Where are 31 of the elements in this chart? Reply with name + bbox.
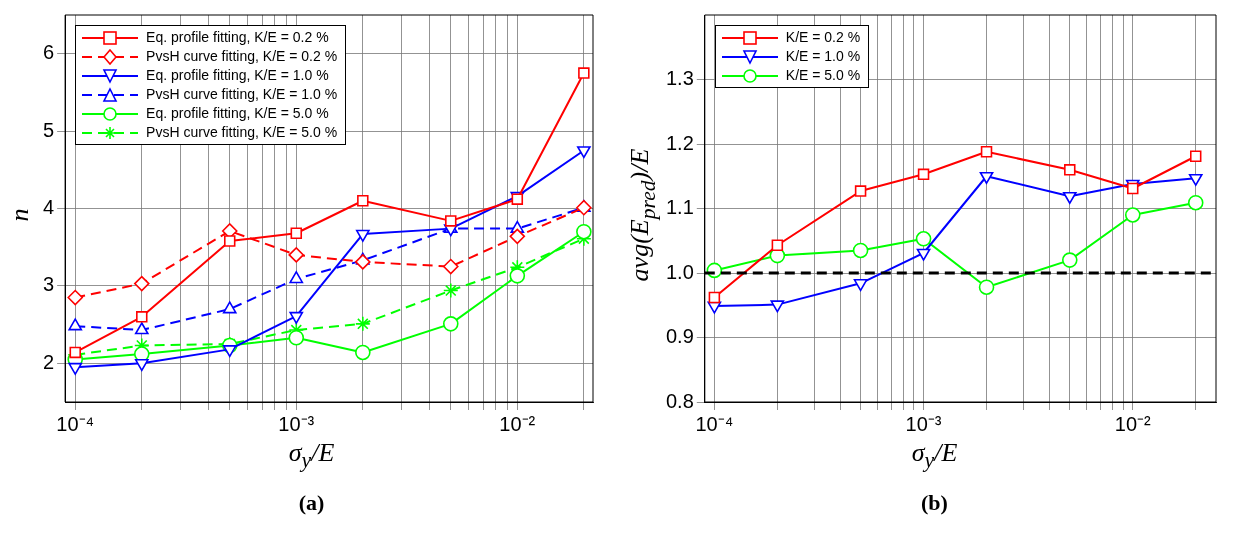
legend-label: Eq. profile fitting, K/E = 1.0 % (146, 66, 329, 85)
y-tick-label: 5 (43, 118, 55, 141)
text: (a) (297, 490, 326, 516)
y-axis-title: n (5, 208, 35, 222)
y-tick-label: 1.0 (665, 260, 694, 283)
y-tick-label: 0.8 (665, 389, 694, 412)
legend-label: K/E = 5.0 % (785, 66, 861, 85)
legend-label: K/E = 0.2 % (785, 28, 861, 47)
y-tick-label: 2 (43, 350, 55, 373)
y-tick-label: 1.3 (665, 67, 694, 90)
x-tick-label: 10⁻³ (278, 412, 315, 435)
legend-label: PvsH curve fitting, K/E = 5.0 % (146, 123, 338, 142)
x-tick-label: 10⁻⁴ (56, 412, 95, 435)
y-tick-label: 0.9 (665, 325, 694, 348)
x-tick-label: 10⁻² (1114, 412, 1152, 435)
x-axis-title: σ$_{y}$/E (287, 438, 336, 474)
y-tick-label: 1.2 (665, 131, 694, 154)
legend-label: Eq. profile fitting, K/E = 5.0 % (146, 104, 329, 123)
x-tick-label: 10⁻⁴ (695, 412, 734, 435)
y-tick-label: 6 (43, 41, 55, 64)
y-tick-label: 1.1 (665, 196, 694, 219)
legend-label: K/E = 1.0 % (785, 47, 861, 66)
x-axis-title: σ$_{y}$/E (910, 438, 959, 474)
text: (b) (920, 490, 949, 516)
x-tick-label: 10⁻³ (905, 412, 942, 435)
y-tick-label: 4 (43, 196, 55, 219)
legend-label: PvsH curve fitting, K/E = 1.0 % (146, 85, 338, 104)
y-tick-label: 3 (43, 273, 55, 296)
legend-label: Eq. profile fitting, K/E = 0.2 % (146, 28, 329, 47)
x-tick-label: 10⁻² (499, 412, 536, 435)
legend-label: PvsH curve fitting, K/E = 0.2 % (146, 47, 338, 66)
